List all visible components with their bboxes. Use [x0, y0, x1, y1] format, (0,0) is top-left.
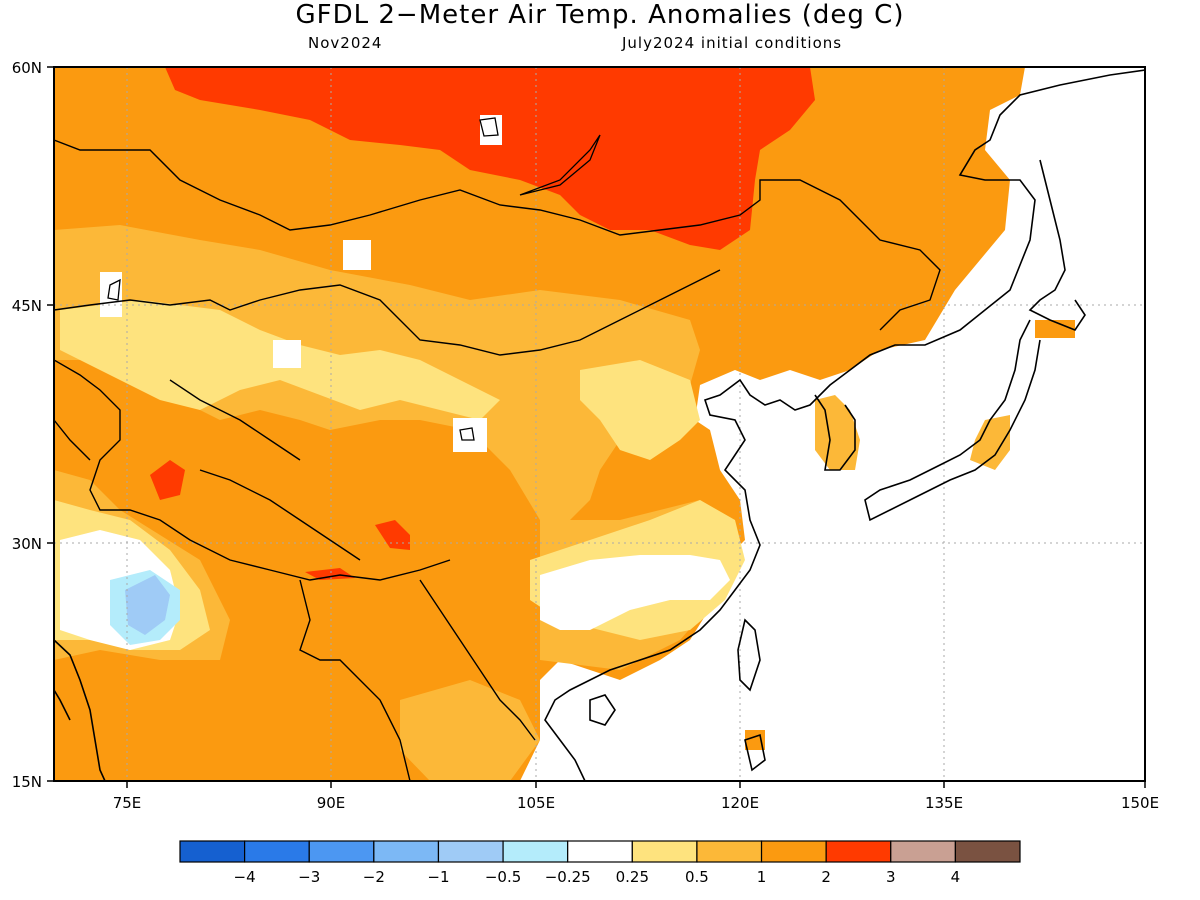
colorbar-tick-label: 1 — [757, 868, 767, 886]
anomaly-blue-india — [125, 575, 170, 635]
colorbar-swatch — [825, 840, 892, 863]
colorbar-swatch — [179, 840, 246, 863]
map-subtitle-date: Nov2024 — [308, 34, 383, 52]
anomaly-red-tibet — [375, 520, 410, 550]
colorbar-swatch — [308, 840, 375, 863]
lakes — [107, 117, 601, 441]
anomaly-orange-japan — [970, 415, 1010, 470]
lat-label-45n: 45N — [12, 297, 42, 315]
lon-label-135e: 135E — [925, 794, 963, 812]
anomaly-red-nepal — [305, 568, 355, 580]
colorbar-swatch — [954, 840, 1021, 863]
colorbar-tick-label: 3 — [886, 868, 896, 886]
lon-label-105e: 105E — [517, 794, 555, 812]
lon-label-75e: 75E — [113, 794, 142, 812]
colorbar-tick-label: 4 — [951, 868, 961, 886]
plot-border — [53, 66, 1146, 782]
colorbar-swatch — [696, 840, 763, 863]
colorbar-tick-label: −0.25 — [545, 868, 591, 886]
colorbar-swatch — [631, 840, 698, 863]
colorbar-swatch — [890, 840, 956, 863]
lon-label-150e: 150E — [1121, 794, 1159, 812]
colorbar-tick-label: −3 — [298, 868, 320, 886]
axis-ticks — [47, 66, 1146, 788]
colorbar-tick-label: −1 — [427, 868, 449, 886]
colorbar-labels: −4 −3 −2 −1 −0.5 −0.25 0.25 0.5 1 2 3 4 — [234, 868, 961, 886]
anomaly-lightyellow-east — [580, 360, 700, 460]
anomaly-field — [54, 67, 1145, 781]
colorbar-tick-label: 0.5 — [685, 868, 709, 886]
colorbar-swatch — [244, 840, 310, 863]
lat-label-15n: 15N — [12, 773, 42, 791]
colorbar-tick-label: −0.5 — [485, 868, 521, 886]
map-subtitle-conditions: July2024 initial conditions — [622, 34, 843, 52]
colorbar-swatch — [567, 840, 633, 863]
coastlines — [54, 69, 1145, 781]
anomaly-red-himalaya — [150, 460, 185, 500]
colorbar-tick-label: −2 — [363, 868, 385, 886]
colorbar — [179, 840, 1021, 863]
colorbar-tick-label: 2 — [821, 868, 831, 886]
map-title: GFDL 2−Meter Air Temp. Anomalies (deg C) — [295, 0, 905, 30]
lon-label-90e: 90E — [317, 794, 346, 812]
colorbar-tick-label: 0.25 — [616, 868, 649, 886]
anomaly-orange-hokkaido — [1035, 320, 1075, 338]
colorbar-swatch — [502, 840, 569, 863]
lat-label-60n: 60N — [12, 59, 42, 77]
lon-label-120e: 120E — [721, 794, 759, 812]
anomaly-red-siberia — [165, 67, 815, 250]
gridlines — [54, 67, 1145, 781]
country-borders — [54, 139, 941, 781]
colorbar-swatch — [437, 840, 504, 863]
colorbar-tick-label: −4 — [234, 868, 256, 886]
colorbar-swatch — [760, 840, 827, 863]
colorbar-swatch — [373, 840, 440, 863]
anomaly-white-southchina — [540, 555, 730, 630]
lat-label-30n: 30N — [12, 535, 42, 553]
